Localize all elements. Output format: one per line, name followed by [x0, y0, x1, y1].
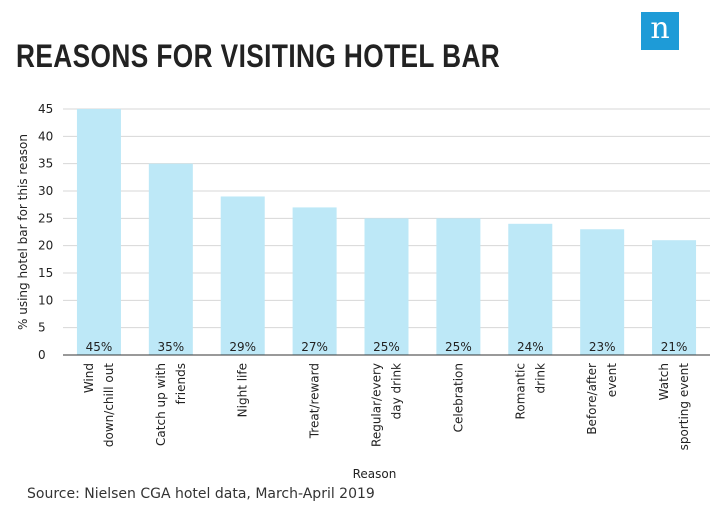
bar [292, 207, 337, 355]
bar [364, 218, 409, 355]
bar-value-label: 25% [445, 340, 472, 354]
y-tick-label: 30 [38, 184, 53, 198]
y-axis-title: % using hotel bar for this reason [16, 134, 30, 330]
x-category-label: Catch up with [154, 363, 168, 446]
bar-value-label: 27% [301, 340, 328, 354]
x-category-label: Romantic [513, 363, 527, 419]
nielsen-logo-icon: n [641, 12, 679, 50]
bar [580, 229, 625, 355]
y-tick-label: 0 [38, 348, 46, 362]
x-category-label: Celebration [451, 363, 465, 432]
x-category-label: sporting event [677, 363, 691, 451]
y-tick-label: 45 [38, 102, 53, 116]
x-axis-title: Reason [353, 467, 397, 481]
x-category-label: Treat/reward [308, 363, 322, 439]
x-category-label: day drink [390, 363, 404, 419]
y-tick-label: 10 [38, 293, 53, 307]
chart-title: REASONS FOR VISITING HOTEL BAR [16, 38, 501, 74]
bar-value-label: 21% [661, 340, 688, 354]
y-tick-label: 5 [38, 321, 46, 335]
bar-value-label: 25% [373, 340, 400, 354]
bar-value-label: 24% [517, 340, 544, 354]
bar [76, 109, 121, 355]
bar [508, 223, 553, 355]
y-tick-label: 40 [38, 129, 53, 143]
bar [220, 196, 265, 355]
x-category-label: drink [533, 363, 547, 393]
x-category-label: Night life [236, 363, 250, 417]
x-category-label: Wind [82, 363, 96, 393]
bar-value-label: 45% [86, 340, 113, 354]
y-tick-label: 35 [38, 157, 53, 171]
x-category-label: down/chill out [102, 363, 116, 447]
bar [652, 240, 697, 355]
x-category-label: friends [174, 363, 188, 404]
bar [148, 163, 193, 355]
bar-value-label: 35% [157, 340, 184, 354]
y-tick-label: 25 [38, 211, 53, 225]
x-category-label: Before/after [585, 363, 599, 435]
x-category-label: event [605, 363, 619, 397]
y-tick-label: 15 [38, 266, 53, 280]
source-note: Source: Nielsen CGA hotel data, March-Ap… [27, 486, 375, 502]
x-category-label: Watch [657, 363, 671, 400]
bar-value-label: 29% [229, 340, 256, 354]
y-tick-label: 20 [38, 239, 53, 253]
bar [436, 218, 481, 355]
x-category-label: Regular/every [370, 363, 384, 447]
bar-value-label: 23% [589, 340, 616, 354]
